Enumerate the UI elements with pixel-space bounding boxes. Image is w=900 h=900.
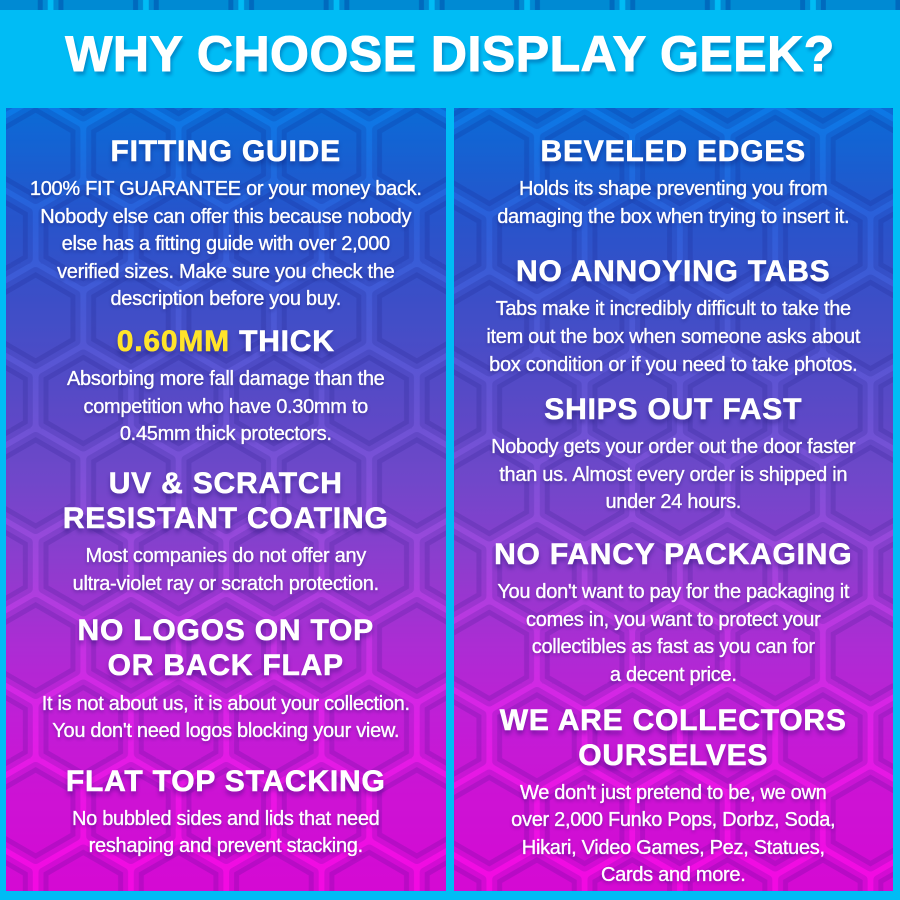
section-body: No bubbled sides and lids that need resh… [71, 807, 380, 858]
section-uv-scratch-coating: UV & SCRATCH RESISTANT COATING Most comp… [12, 466, 440, 598]
section-body: It is not about us, it is about your col… [41, 692, 411, 743]
section-heading: BEVELED EDGES [540, 135, 806, 169]
section-heading: SHIPS OUT FAST [544, 393, 803, 427]
header-banner: WHY CHOOSE DISPLAY GEEK? [0, 0, 900, 108]
section-flat-top-stacking: FLAT TOP STACKING No bubbled sides and l… [12, 764, 440, 861]
section-no-fancy-packaging: NO FANCY PACKAGING You don't want to pay… [460, 537, 888, 689]
section-no-annoying-tabs: NO ANNOYING TABS Tabs make it incredibly… [460, 254, 888, 379]
section-fitting-guide: FITTING GUIDE 100% FIT GUARANTEE or your… [12, 134, 440, 314]
section-heading: NO LOGOS ON TOP OR BACK FLAP [77, 614, 374, 683]
page-title: WHY CHOOSE DISPLAY GEEK? [65, 26, 835, 83]
section-body: You don't want to pay for the packaging … [497, 581, 850, 686]
right-feature-panel: BEVELED EDGES Holds its shape preventing… [453, 108, 894, 891]
section-heading: FLAT TOP STACKING [65, 764, 386, 798]
section-heading: 0.60MM THICK [12, 324, 440, 359]
feature-columns: FITTING GUIDE 100% FIT GUARANTEE or your… [0, 108, 900, 891]
thickness-heading-rest: THICK [229, 325, 335, 359]
section-body: We don't just pretend to be, we own over… [511, 781, 836, 887]
section-body: Absorbing more fall damage than the comp… [67, 368, 385, 446]
left-panel-content: FITTING GUIDE 100% FIT GUARANTEE or your… [6, 108, 446, 861]
section-heading: FITTING GUIDE [110, 135, 341, 169]
section-thickness: 0.60MM THICK Absorbing more fall damage … [12, 324, 440, 449]
section-body: Holds its shape preventing you from dama… [497, 178, 850, 228]
section-body: Most companies do not offer any ultra-vi… [72, 545, 379, 595]
section-beveled-edges: BEVELED EDGES Holds its shape preventing… [460, 134, 888, 231]
right-panel-content: BEVELED EDGES Holds its shape preventing… [454, 108, 894, 890]
section-heading: NO FANCY PACKAGING [494, 538, 853, 572]
section-body: 100% FIT GUARANTEE or your money back. N… [29, 178, 422, 311]
section-ships-out-fast: SHIPS OUT FAST Nobody gets your order ou… [460, 392, 888, 517]
section-heading: UV & SCRATCH RESISTANT COATING [62, 466, 389, 536]
section-heading: WE ARE COLLECTORS OURSELVES [499, 703, 847, 772]
section-heading: NO ANNOYING TABS [516, 255, 831, 289]
section-body: Nobody gets your order out the door fast… [491, 436, 856, 514]
left-feature-panel: FITTING GUIDE 100% FIT GUARANTEE or your… [6, 108, 446, 891]
section-no-logos: NO LOGOS ON TOP OR BACK FLAP It is not a… [12, 613, 440, 745]
section-body: Tabs make it incredibly difficult to tak… [486, 298, 861, 376]
thickness-value-accent: 0.60MM [116, 325, 230, 359]
top-edge-hexagon-strip [0, 0, 900, 10]
section-we-are-collectors: WE ARE COLLECTORS OURSELVES We don't jus… [460, 703, 888, 891]
